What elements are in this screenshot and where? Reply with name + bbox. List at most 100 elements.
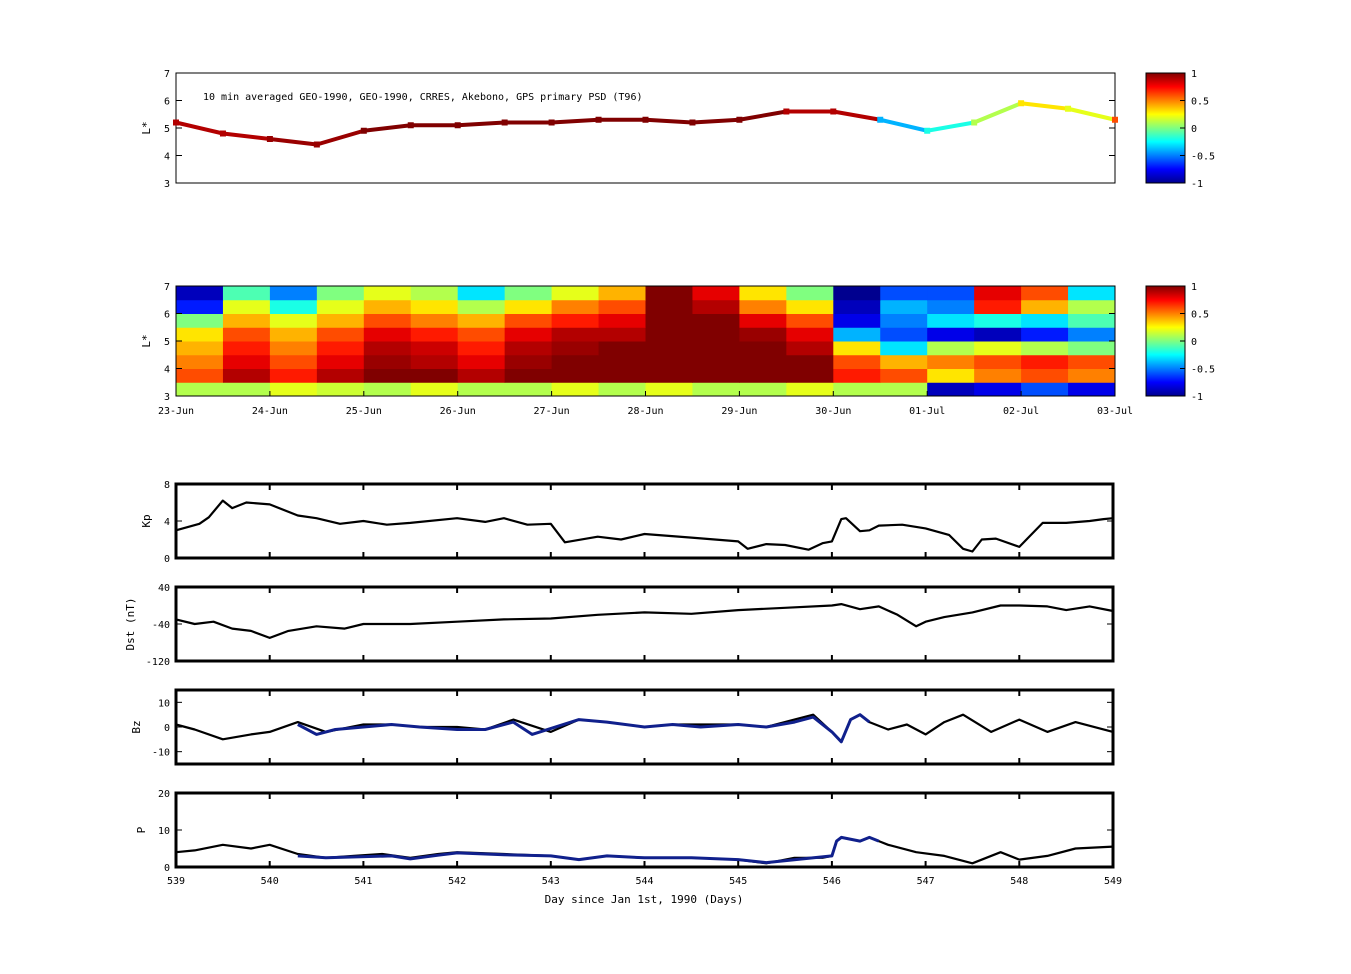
orbit-psd-point xyxy=(173,119,179,126)
heatmap-cell xyxy=(786,354,834,369)
y-tick-label: -40 xyxy=(152,620,170,631)
kp-panel: 8 4 0 Kp xyxy=(140,480,1115,565)
heatmap-cell xyxy=(316,354,365,369)
heatmap-cell xyxy=(786,299,834,314)
heatmap-cell xyxy=(457,368,506,383)
heatmap-cell xyxy=(551,327,600,342)
heatmap-cell xyxy=(833,354,881,369)
bz-ylabel: Bz xyxy=(130,720,143,733)
heatmap-cell xyxy=(269,382,318,397)
heatmap-cell xyxy=(504,299,553,314)
heatmap-cell xyxy=(692,286,740,301)
heatmap-cell xyxy=(927,299,975,314)
heatmap-cell xyxy=(363,368,412,383)
orbit-psd-segment xyxy=(832,109,881,122)
heatmap-cell xyxy=(880,368,928,383)
heatmap-cell xyxy=(974,354,1022,369)
orbit-psd-point xyxy=(877,116,884,123)
heatmap-cell xyxy=(880,313,928,328)
bz-lines xyxy=(175,713,1114,744)
heatmap-cell xyxy=(316,382,365,397)
heatmap-cell xyxy=(316,327,365,342)
heatmap-cell xyxy=(1068,341,1116,356)
heatmap-cell xyxy=(551,313,600,328)
heatmap-cell xyxy=(176,382,224,397)
psd-map-colorbar-ticks: 1 0.5 0 -0.5 -1 xyxy=(1180,282,1215,403)
heatmap-cell xyxy=(504,327,553,342)
orbit-psd-point xyxy=(830,108,837,115)
heatmap-cell xyxy=(880,354,928,369)
heatmap-cell xyxy=(176,354,224,369)
day-tick-label: 540 xyxy=(261,876,279,887)
day-tick-label: 539 xyxy=(167,876,185,887)
heatmap-cell xyxy=(222,354,271,369)
orbit-psd-point xyxy=(313,141,320,148)
colorbar-tick-label: -1 xyxy=(1191,392,1203,403)
orbit-psd-segment xyxy=(175,120,224,136)
orbit-psd-panel: 7 6 5 4 3 L* 10 min averaged GEO-1990, GEO-1… xyxy=(140,69,1118,190)
heatmap-cell xyxy=(410,368,459,383)
day-tick-label: 542 xyxy=(448,876,466,887)
heatmap-cell xyxy=(645,327,693,342)
heatmap-cell xyxy=(363,354,412,369)
pressure-ylabel: P xyxy=(135,826,148,833)
bz-yticks: 10 0 -10 xyxy=(152,698,1113,759)
heatmap-cell xyxy=(786,382,834,397)
highlight-series-line xyxy=(297,713,871,744)
heatmap-cell xyxy=(551,286,600,301)
kp-frame xyxy=(174,482,1115,560)
y-tick-label: 40 xyxy=(158,583,170,594)
heatmap-cell xyxy=(269,368,318,383)
heatmap-cell xyxy=(1021,299,1069,314)
psd-map-colorbar: 1 0.5 0 -0.5 -1 xyxy=(1145,282,1215,403)
y-tick-label: 7 xyxy=(164,282,170,293)
orbit-psd-segment xyxy=(645,117,693,125)
orbit-psd-colorbar-bar xyxy=(1145,72,1186,184)
dst-ylabel: Dst (nT) xyxy=(124,598,137,651)
heatmap-cell xyxy=(410,382,459,397)
heatmap-cell xyxy=(222,382,271,397)
heatmap-cell xyxy=(739,341,787,356)
colorbar-tick-label: 0.5 xyxy=(1191,310,1209,321)
heatmap-cell xyxy=(269,341,318,356)
heatmap-cell xyxy=(833,286,881,301)
day-tick-label: 545 xyxy=(729,876,747,887)
heatmap-cell xyxy=(457,327,506,342)
heatmap-cell xyxy=(833,299,881,314)
orbit-psd-yticks: 7 6 5 4 3 xyxy=(164,69,1115,190)
heatmap-cell xyxy=(974,382,1022,397)
pressure-frame xyxy=(174,791,1115,869)
heatmap-cell xyxy=(363,341,412,356)
heatmap-cell xyxy=(316,368,365,383)
heatmap-cell xyxy=(222,327,271,342)
orbit-psd-point xyxy=(219,130,226,137)
day-tick-label: 543 xyxy=(542,876,560,887)
heatmap-cell xyxy=(410,341,459,356)
orbit-psd-segment xyxy=(973,101,1022,125)
colorbar-tick-label: 0 xyxy=(1191,337,1197,348)
heatmap-cell xyxy=(927,368,975,383)
heatmap-cell xyxy=(176,327,224,342)
heatmap-cell xyxy=(269,286,318,301)
date-tick-label: 01-Jul xyxy=(909,406,945,417)
y-tick-label: 10 xyxy=(158,698,170,709)
heatmap-cell xyxy=(1068,327,1116,342)
heatmap-cell xyxy=(176,368,224,383)
day-tick-label: 546 xyxy=(823,876,841,887)
heatmap-cell xyxy=(739,299,787,314)
kp-yticks: 8 4 0 xyxy=(164,480,1113,565)
orbit-psd-segment xyxy=(316,128,365,147)
heatmap-cell xyxy=(833,341,881,356)
dst-frame xyxy=(174,585,1115,663)
heatmap-cell xyxy=(457,341,506,356)
heatmap-cell xyxy=(316,313,365,328)
heatmap-cell xyxy=(551,382,600,397)
dst-lines xyxy=(175,602,1114,640)
orbit-psd-colorbar: 1 0.5 0 -0.5 -1 xyxy=(1145,69,1215,190)
heatmap-cell xyxy=(598,313,646,328)
series-line xyxy=(175,499,1114,553)
heatmap-cell xyxy=(316,286,365,301)
date-tick-labels: 23-Jun 24-Jun 25-Jun 26-Jun 27-Jun 28-Jun 29-J… xyxy=(158,391,1133,417)
heatmap-cell xyxy=(504,313,553,328)
